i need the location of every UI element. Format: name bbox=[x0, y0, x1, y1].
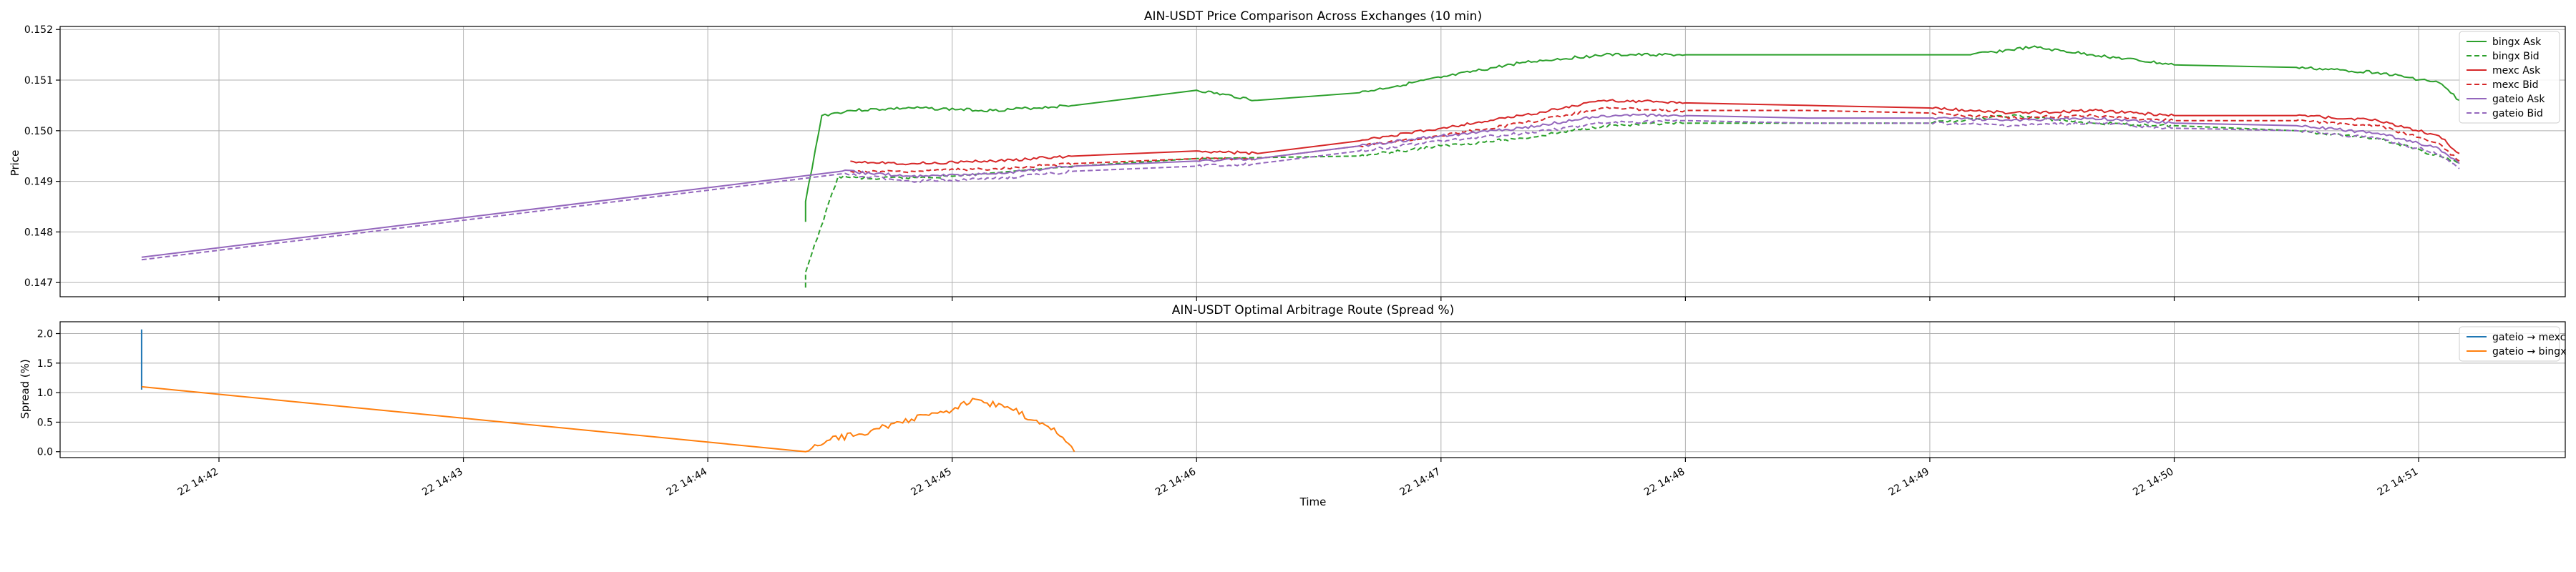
x-tick-label: 22 14:51 bbox=[2376, 466, 2420, 498]
legend-label: bingx Ask bbox=[2492, 36, 2542, 48]
y-tick-label: 0.152 bbox=[24, 24, 53, 36]
spread-y-axis-label: Spread (%) bbox=[19, 359, 31, 419]
spread-chart-title: AIN-USDT Optimal Arbitrage Route (Spread… bbox=[1172, 303, 1455, 317]
series-line-bingx-ask bbox=[804, 45, 2460, 222]
price-y-axis-label: Price bbox=[9, 150, 21, 177]
spread-panel: AIN-USDT Optimal Arbitrage Route (Spread… bbox=[19, 303, 2566, 508]
legend-box bbox=[2459, 326, 2560, 362]
series-line-bingx-bid bbox=[804, 114, 2460, 288]
legend-label: mexc Bid bbox=[2492, 79, 2539, 91]
x-tick-label: 22 14:42 bbox=[176, 466, 220, 498]
price-grid bbox=[60, 26, 2565, 297]
legend-label: gateio → mexc bbox=[2492, 332, 2565, 343]
y-tick-label: 0.5 bbox=[37, 417, 53, 428]
y-tick-label: 2.0 bbox=[37, 329, 53, 340]
x-tick-label: 22 14:47 bbox=[1398, 466, 1443, 498]
series-line-gateio-bid bbox=[141, 119, 2460, 261]
legend-label: gateio → bingx bbox=[2492, 346, 2566, 358]
x-tick-label: 22 14:43 bbox=[420, 466, 464, 498]
y-tick-label: 0.151 bbox=[24, 75, 53, 87]
spread-axes-frame bbox=[59, 321, 2566, 458]
spread-x-ticks: 22 14:42 22 14:43 22 14:44 22 14:45 22 14:46… bbox=[176, 458, 2420, 498]
price-legend: bingx Ask bingx Bid mexc Ask mexc Bid gateio… bbox=[2459, 31, 2560, 124]
series-line-gateio-bingx bbox=[141, 385, 1075, 453]
time-x-axis-label: Time bbox=[1299, 495, 1327, 508]
spread-legend: gateio → mexc gateio → bingx bbox=[2459, 326, 2566, 362]
spread-y-ticks: 0.0 0.5 1.0 1.5 2.0 bbox=[37, 329, 60, 458]
y-tick-label: 1.0 bbox=[37, 388, 53, 399]
legend-label: gateio Bid bbox=[2492, 108, 2543, 119]
price-series-group bbox=[141, 45, 2460, 288]
series-line-mexc-bid bbox=[850, 106, 2460, 174]
price-x-tick-marks bbox=[218, 297, 2419, 301]
series-line-gateio-ask bbox=[141, 113, 2460, 258]
price-axes-frame bbox=[59, 26, 2566, 297]
y-tick-label: 0.150 bbox=[24, 126, 53, 137]
price-comparison-panel: AIN-USDT Price Comparison Across Exchang… bbox=[9, 9, 2566, 301]
y-tick-label: 0.149 bbox=[24, 177, 53, 188]
y-tick-label: 1.5 bbox=[37, 358, 53, 370]
series-line-mexc-ask bbox=[850, 99, 2460, 166]
legend-label: mexc Ask bbox=[2492, 65, 2541, 77]
x-tick-label: 22 14:49 bbox=[1887, 466, 1931, 498]
y-tick-label: 0.147 bbox=[24, 277, 53, 289]
price-chart-title: AIN-USDT Price Comparison Across Exchang… bbox=[1144, 9, 1482, 24]
x-tick-label: 22 14:50 bbox=[2131, 466, 2175, 498]
x-tick-label: 22 14:48 bbox=[1642, 466, 1687, 498]
price-y-ticks: 0.147 0.148 0.149 0.150 0.151 0.152 bbox=[24, 24, 60, 289]
spread-grid bbox=[60, 322, 2565, 458]
legend-box bbox=[2459, 31, 2560, 124]
x-tick-label: 22 14:46 bbox=[1153, 466, 1198, 498]
spread-series-group bbox=[140, 329, 1075, 453]
x-tick-label: 22 14:45 bbox=[909, 466, 953, 498]
legend-label: bingx Bid bbox=[2492, 51, 2540, 62]
x-tick-label: 22 14:44 bbox=[665, 466, 709, 498]
legend-label: gateio Ask bbox=[2492, 94, 2545, 105]
y-tick-label: 0.148 bbox=[24, 227, 53, 238]
y-tick-label: 0.0 bbox=[37, 447, 53, 458]
